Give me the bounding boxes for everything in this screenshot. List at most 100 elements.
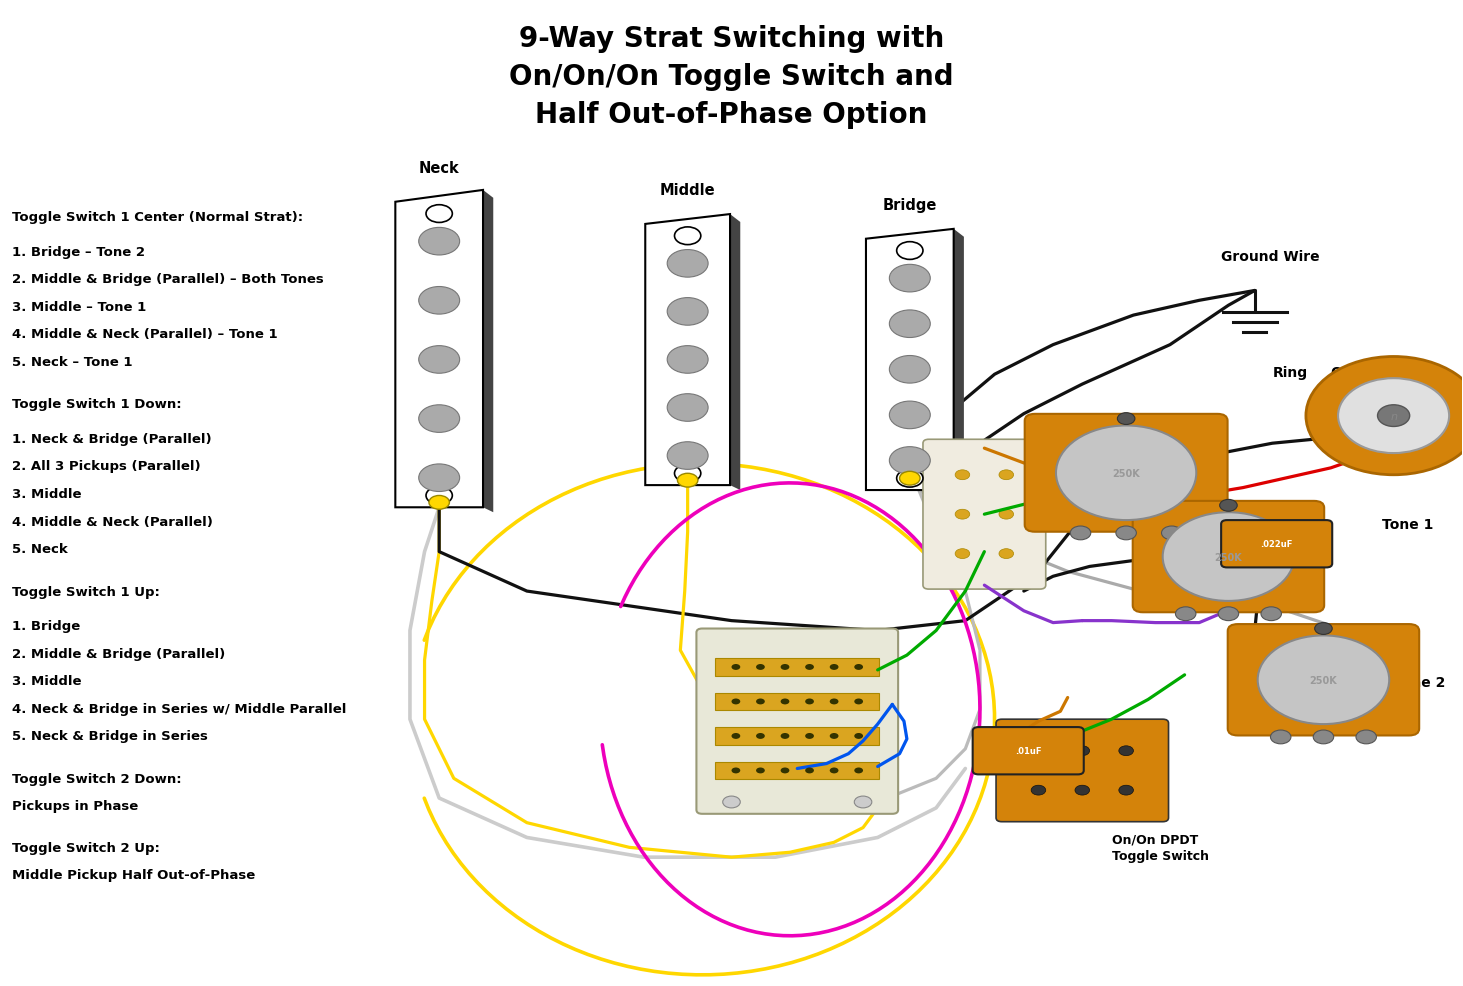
Text: .022uF: .022uF — [1261, 539, 1293, 548]
FancyBboxPatch shape — [1227, 624, 1419, 736]
Text: Toggle Switch 2 Up:: Toggle Switch 2 Up: — [12, 841, 161, 854]
Text: Tone 1: Tone 1 — [1383, 518, 1434, 531]
Circle shape — [1071, 527, 1091, 540]
Circle shape — [1378, 405, 1410, 427]
Text: 5. Neck: 5. Neck — [12, 542, 69, 556]
Text: Bridge: Bridge — [882, 197, 936, 213]
Circle shape — [781, 734, 790, 740]
Circle shape — [426, 487, 452, 505]
Circle shape — [677, 474, 698, 488]
Circle shape — [756, 768, 765, 774]
FancyBboxPatch shape — [715, 659, 879, 676]
FancyBboxPatch shape — [1222, 521, 1333, 568]
Circle shape — [854, 699, 863, 705]
Circle shape — [1356, 731, 1377, 744]
Text: 4. Middle & Neck (Parallel) – Tone 1: 4. Middle & Neck (Parallel) – Tone 1 — [12, 328, 278, 341]
Text: Toggle Switch 1 Down:: Toggle Switch 1 Down: — [12, 398, 181, 411]
Circle shape — [756, 699, 765, 705]
Text: Output Jack: Output Jack — [1331, 366, 1422, 380]
Text: Ring: Ring — [1273, 366, 1308, 380]
Circle shape — [890, 401, 930, 429]
Circle shape — [1261, 607, 1282, 621]
Circle shape — [1075, 746, 1090, 756]
Text: On/On/On
Toggle
Switch: On/On/On Toggle Switch — [929, 458, 996, 504]
Circle shape — [732, 734, 740, 740]
Circle shape — [900, 472, 920, 486]
Circle shape — [830, 734, 838, 740]
Text: 1. Bridge: 1. Bridge — [12, 619, 80, 632]
Text: 3. Middle: 3. Middle — [12, 487, 82, 501]
Circle shape — [1314, 731, 1334, 744]
Circle shape — [781, 665, 790, 670]
Text: Middle Pickup Half Out-of-Phase: Middle Pickup Half Out-of-Phase — [12, 869, 256, 881]
Circle shape — [1116, 527, 1137, 540]
Circle shape — [890, 448, 930, 475]
Text: 5. Neck & Bridge in Series: 5. Neck & Bridge in Series — [12, 730, 208, 742]
Polygon shape — [395, 190, 483, 508]
Circle shape — [854, 768, 863, 774]
Circle shape — [418, 346, 459, 374]
Polygon shape — [645, 215, 730, 486]
Polygon shape — [866, 230, 954, 491]
Text: On/On DPDT
Toggle Switch: On/On DPDT Toggle Switch — [1112, 833, 1208, 862]
Circle shape — [667, 443, 708, 470]
Circle shape — [890, 356, 930, 384]
Text: 250K: 250K — [1112, 468, 1140, 478]
Circle shape — [756, 665, 765, 670]
Circle shape — [999, 470, 1014, 480]
Polygon shape — [483, 190, 493, 513]
Circle shape — [1075, 786, 1090, 796]
Circle shape — [1339, 379, 1450, 454]
Circle shape — [732, 768, 740, 774]
Circle shape — [830, 665, 838, 670]
Circle shape — [1119, 786, 1134, 796]
FancyBboxPatch shape — [923, 440, 1046, 590]
Text: Ground Wire: Ground Wire — [1222, 249, 1320, 263]
Text: Neck: Neck — [418, 161, 459, 176]
Circle shape — [1163, 513, 1295, 601]
Circle shape — [1119, 746, 1134, 756]
Circle shape — [1118, 413, 1135, 425]
Text: 2. Middle & Bridge (Parallel): 2. Middle & Bridge (Parallel) — [12, 647, 225, 660]
Circle shape — [429, 496, 449, 510]
Polygon shape — [954, 230, 964, 495]
Circle shape — [890, 311, 930, 338]
Text: 250K: 250K — [1214, 552, 1242, 562]
Text: .01uF: .01uF — [1015, 746, 1042, 755]
Circle shape — [805, 734, 813, 740]
Circle shape — [955, 470, 970, 480]
Text: Tone 2: Tone 2 — [1394, 675, 1445, 689]
Text: Toggle Switch 1 Center (Normal Strat):: Toggle Switch 1 Center (Normal Strat): — [12, 211, 303, 224]
Circle shape — [723, 797, 740, 809]
Circle shape — [955, 510, 970, 520]
FancyBboxPatch shape — [715, 693, 879, 711]
Circle shape — [418, 464, 459, 492]
Circle shape — [805, 768, 813, 774]
Circle shape — [1306, 357, 1463, 475]
Circle shape — [1270, 731, 1290, 744]
Circle shape — [1175, 607, 1195, 621]
Circle shape — [1315, 623, 1333, 635]
Text: 2. All 3 Pickups (Parallel): 2. All 3 Pickups (Parallel) — [12, 459, 200, 473]
FancyBboxPatch shape — [715, 728, 879, 745]
Text: 4. Neck & Bridge in Series w/ Middle Parallel: 4. Neck & Bridge in Series w/ Middle Par… — [12, 702, 347, 715]
Circle shape — [1219, 607, 1239, 621]
Circle shape — [667, 250, 708, 278]
Circle shape — [854, 665, 863, 670]
Text: 2. Middle & Bridge (Parallel) – Both Tones: 2. Middle & Bridge (Parallel) – Both Ton… — [12, 273, 325, 286]
Text: Volume: Volume — [1105, 431, 1162, 445]
Circle shape — [1258, 636, 1390, 725]
Circle shape — [674, 228, 701, 246]
Circle shape — [830, 768, 838, 774]
Circle shape — [999, 549, 1014, 559]
Circle shape — [418, 228, 459, 255]
Circle shape — [426, 205, 452, 223]
Circle shape — [667, 299, 708, 325]
FancyBboxPatch shape — [696, 629, 898, 814]
Circle shape — [897, 470, 923, 488]
Circle shape — [418, 287, 459, 315]
Text: 3. Middle – Tone 1: 3. Middle – Tone 1 — [12, 301, 146, 314]
Circle shape — [1220, 500, 1238, 512]
Circle shape — [1056, 426, 1197, 521]
Circle shape — [999, 510, 1014, 520]
